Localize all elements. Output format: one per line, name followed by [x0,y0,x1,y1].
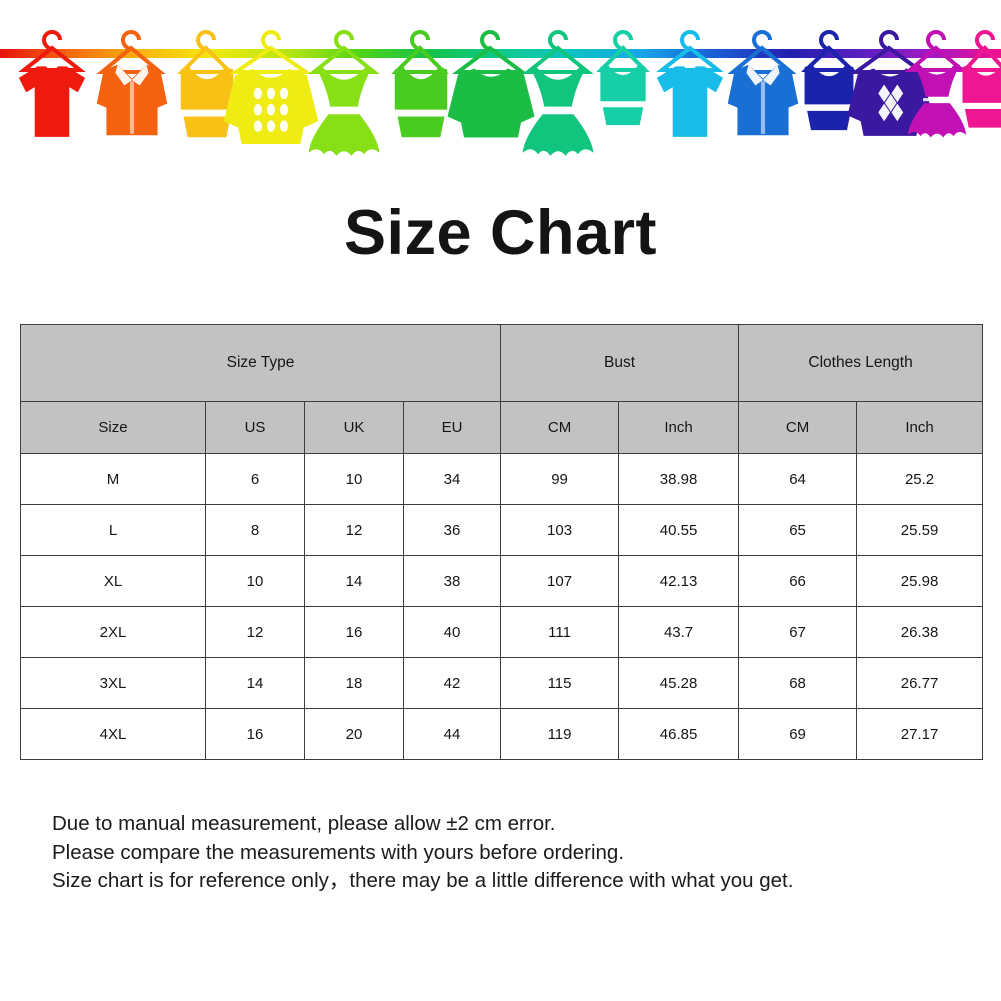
cell-uk: 14 [304,555,404,607]
garment-tank-green [391,30,449,138]
cell-length-inch: 25.98 [856,555,984,607]
table-row: XL 10 14 38 107 42.13 66 25.98 [20,555,984,607]
cell-bust-cm: 103 [500,504,620,556]
garment-dress-magenta [904,30,968,138]
column-header-length-inch: Inch [856,401,984,454]
cell-length-inch: 27.17 [856,708,984,760]
cell-bust-inch: 38.98 [618,453,740,505]
table-row: M 6 10 34 99 38.98 64 25.2 [20,453,984,505]
garment-tank-yellow [177,30,235,138]
garment-tank-teal [596,30,650,126]
cell-uk: 16 [304,606,404,658]
garment-sweater-purple [847,30,933,136]
cell-length-cm: 66 [738,555,858,607]
cell-bust-cm: 111 [500,606,620,658]
cell-us: 10 [205,555,305,607]
clothesline-banner [0,0,1001,190]
garment-tshirt-cyan [656,30,724,137]
size-chart-table: Size Type Bust Clothes Length Size US UK… [19,324,984,760]
note-line-measurement-error: Due to manual measurement, please allow … [52,812,556,835]
garment-group [18,30,1001,156]
disclaimer-notes: Due to manual measurement, please allow … [52,810,972,896]
table-head: Size Type Bust Clothes Length Size US UK… [19,324,984,454]
cell-length-inch: 25.2 [856,453,984,505]
table-row: 3XL 14 18 42 115 45.28 68 26.77 [20,657,984,709]
cell-length-cm: 67 [738,606,858,658]
table-row: 4XL 16 20 44 119 46.85 69 27.17 [20,708,984,760]
garment-tank-pink [960,30,1001,128]
cell-length-cm: 65 [738,504,858,556]
group-header-size-type: Size Type [19,324,502,402]
garment-shirt-orange [96,30,168,136]
cell-length-cm: 64 [738,453,858,505]
cell-eu: 38 [402,555,502,607]
clothesline-graphic [0,30,1001,156]
cell-eu: 36 [402,504,502,556]
page-title: Size Chart [343,198,658,268]
cell-bust-cm: 115 [500,657,620,709]
cell-length-cm: 69 [738,708,858,760]
cell-length-inch: 26.77 [856,657,984,709]
cell-bust-inch: 43.7 [618,606,740,658]
garment-sweater-green [447,30,535,138]
cell-uk: 18 [304,657,404,709]
table-group-header-row: Size Type Bust Clothes Length [19,324,984,402]
cell-us: 8 [205,504,305,556]
table-row: 2XL 12 16 40 111 43.7 67 26.38 [20,606,984,658]
cell-size: L [20,504,206,556]
cell-size: XL [20,555,206,607]
table-column-header-row: Size US UK EU CM Inch CM Inch [20,401,984,454]
column-header-length-cm: CM [738,401,858,454]
garment-shirt-blue [727,30,799,136]
cell-size: 3XL [20,657,206,709]
garment-tshirt-red [18,30,86,137]
cell-length-inch: 26.38 [856,606,984,658]
cell-bust-inch: 46.85 [618,708,740,760]
cell-size: M [20,453,206,505]
cell-uk: 20 [304,708,404,760]
cell-bust-cm: 99 [500,453,620,505]
column-header-bust-cm: CM [500,401,620,454]
cell-eu: 40 [402,606,502,658]
group-header-clothes-length: Clothes Length [738,324,984,402]
column-header-eu: EU [402,401,502,454]
cell-uk: 10 [304,453,404,505]
note-line-reference-only: Size chart is for reference only，there m… [52,869,794,892]
cell-bust-inch: 45.28 [618,657,740,709]
column-header-us: US [205,401,305,454]
garment-dress-teal [522,30,594,156]
cell-bust-cm: 119 [500,708,620,760]
column-header-bust-inch: Inch [618,401,740,454]
column-header-uk: UK [304,401,404,454]
cell-size: 2XL [20,606,206,658]
size-chart-table-container: Size Type Bust Clothes Length Size US UK… [19,324,984,760]
cell-us: 6 [205,453,305,505]
cell-length-cm: 68 [738,657,858,709]
cell-length-inch: 25.59 [856,504,984,556]
garment-sweater-yellow [223,30,319,145]
table-body: M 6 10 34 99 38.98 64 25.2 L 8 12 36 103… [20,453,984,760]
cell-bust-inch: 40.55 [618,504,740,556]
cell-us: 12 [205,606,305,658]
garment-dress-green [308,30,380,156]
group-header-bust: Bust [500,324,740,402]
cell-us: 14 [205,657,305,709]
cell-eu: 42 [402,657,502,709]
cell-eu: 34 [402,453,502,505]
cell-us: 16 [205,708,305,760]
cell-size: 4XL [20,708,206,760]
note-line-compare-measurements: Please compare the measurements with you… [52,840,625,864]
garment-tank-navy [801,30,857,131]
table-row: L 8 12 36 103 40.55 65 25.59 [20,504,984,556]
cell-bust-inch: 42.13 [618,555,740,607]
cell-bust-cm: 107 [500,555,620,607]
cell-uk: 12 [304,504,404,556]
column-header-size: Size [20,401,206,454]
cell-eu: 44 [402,708,502,760]
